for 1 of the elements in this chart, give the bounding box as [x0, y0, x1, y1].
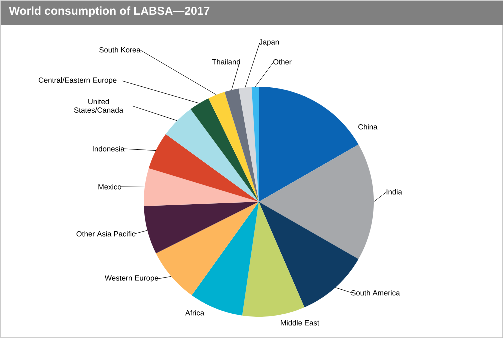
- chart-title: World consumption of LABSA—2017: [9, 6, 210, 18]
